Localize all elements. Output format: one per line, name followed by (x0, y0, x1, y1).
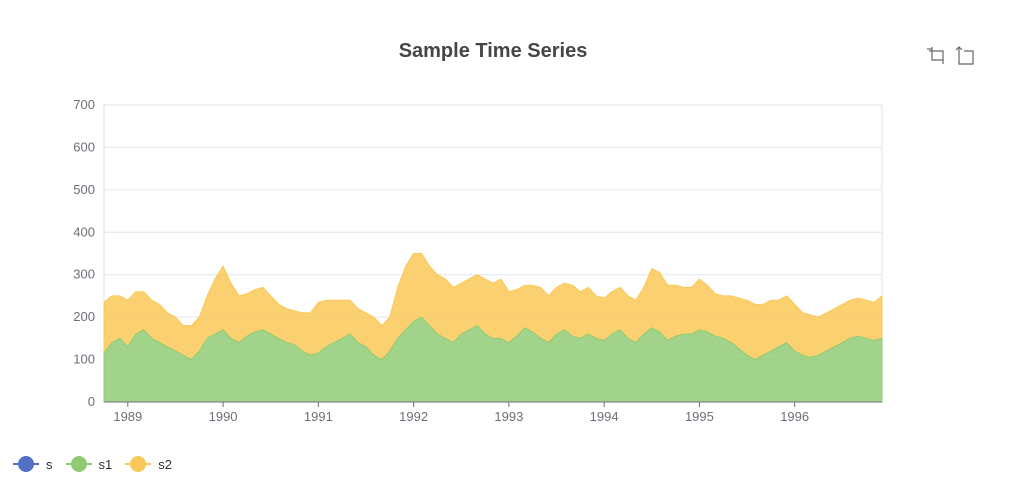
legend-marker-icon (65, 455, 93, 473)
legend: s s1 s2 (12, 455, 184, 473)
legend-item-s2[interactable]: s2 (124, 455, 172, 473)
x-tick-label: 1991 (304, 409, 333, 424)
legend-label: s1 (99, 457, 113, 472)
y-tick-label: 100 (73, 352, 95, 367)
y-tick-label: 500 (73, 182, 95, 197)
y-tick-label: 300 (73, 267, 95, 282)
legend-label: s2 (158, 457, 172, 472)
legend-marker-icon (124, 455, 152, 473)
x-tick-label: 1996 (780, 409, 809, 424)
x-tick-label: 1992 (399, 409, 428, 424)
legend-label: s (46, 457, 53, 472)
y-tick-label: 400 (73, 224, 95, 239)
x-tick-label: 1995 (685, 409, 714, 424)
x-tick-label: 1990 (209, 409, 238, 424)
legend-marker-icon (12, 455, 40, 473)
legend-item-s[interactable]: s (12, 455, 53, 473)
x-tick-label: 1994 (590, 409, 619, 424)
x-tick-label: 1989 (113, 409, 142, 424)
y-tick-label: 700 (73, 97, 95, 112)
y-tick-label: 0 (88, 394, 95, 409)
legend-item-s1[interactable]: s1 (65, 455, 113, 473)
x-tick-label: 1993 (494, 409, 523, 424)
y-tick-label: 600 (73, 139, 95, 154)
y-tick-label: 200 (73, 309, 95, 324)
